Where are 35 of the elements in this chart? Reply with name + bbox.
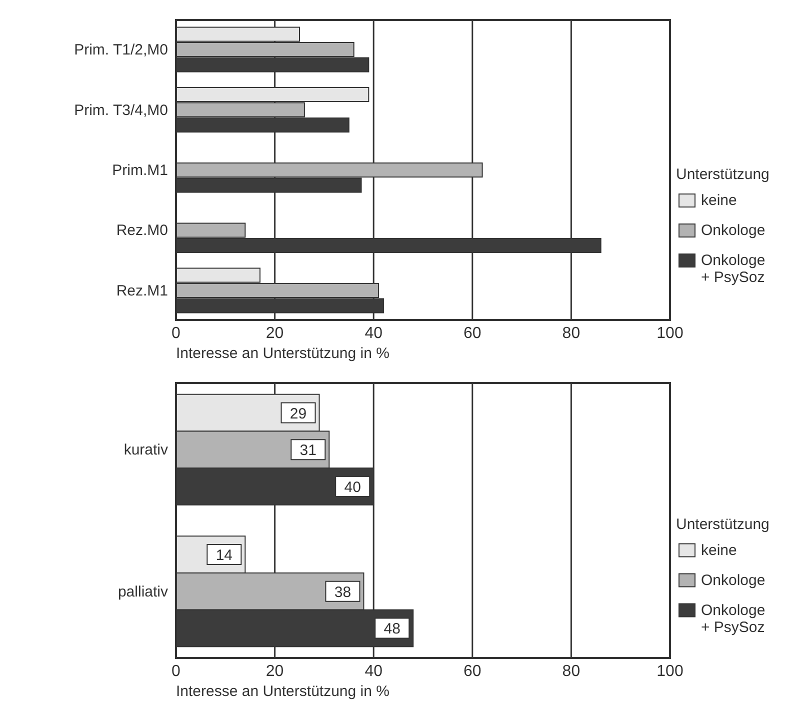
x-tick-label: 60: [464, 663, 482, 680]
x-tick-label: 0: [172, 325, 181, 342]
legend-title: Unterstützung: [676, 166, 770, 183]
data-label: 40: [344, 478, 361, 496]
x-tick-label: 100: [656, 663, 684, 680]
data-label: 14: [216, 547, 233, 564]
y-tick-label: Rez.M0: [116, 222, 168, 240]
x-tick-label: 60: [464, 325, 482, 342]
y-tick-label: Prim.M1: [112, 162, 168, 179]
data-label: 38: [334, 584, 352, 601]
y-tick-label: palliativ: [118, 583, 168, 600]
legend-label: Onkologe + PsySoz: [701, 602, 766, 636]
x-tick-label: 0: [172, 663, 181, 680]
y-tick-label: Rez.M1: [116, 282, 168, 300]
x-tick-label: 80: [562, 663, 580, 680]
legend-label: keine: [701, 192, 737, 209]
data-label: 31: [300, 442, 316, 460]
data-label: 48: [384, 620, 400, 638]
x-axis-title: Interesse an Unterstützung in %: [176, 345, 390, 362]
legend-label: Onkologe: [701, 222, 766, 239]
y-tick-label: Prim. T1/2,M0: [74, 42, 168, 59]
x-tick-label: 20: [266, 325, 284, 342]
y-tick-label: kurativ: [124, 442, 168, 459]
x-tick-label: 100: [656, 325, 684, 342]
legend-label: keine: [701, 542, 737, 559]
y-tick-label: Prim. T3/4,M0: [74, 102, 168, 119]
legend-label: Onkologe: [701, 572, 766, 589]
x-axis-title: Interesse an Unterstützung in %: [176, 683, 390, 700]
x-tick-label: 40: [364, 663, 383, 680]
legend-title: Unterstützung: [676, 516, 770, 533]
x-tick-label: 80: [562, 325, 580, 342]
legend-label: Onkologe + PsySoz: [701, 252, 766, 286]
data-label: 29: [290, 405, 307, 422]
x-tick-label: 40: [364, 325, 383, 342]
x-tick-label: 20: [266, 663, 284, 680]
